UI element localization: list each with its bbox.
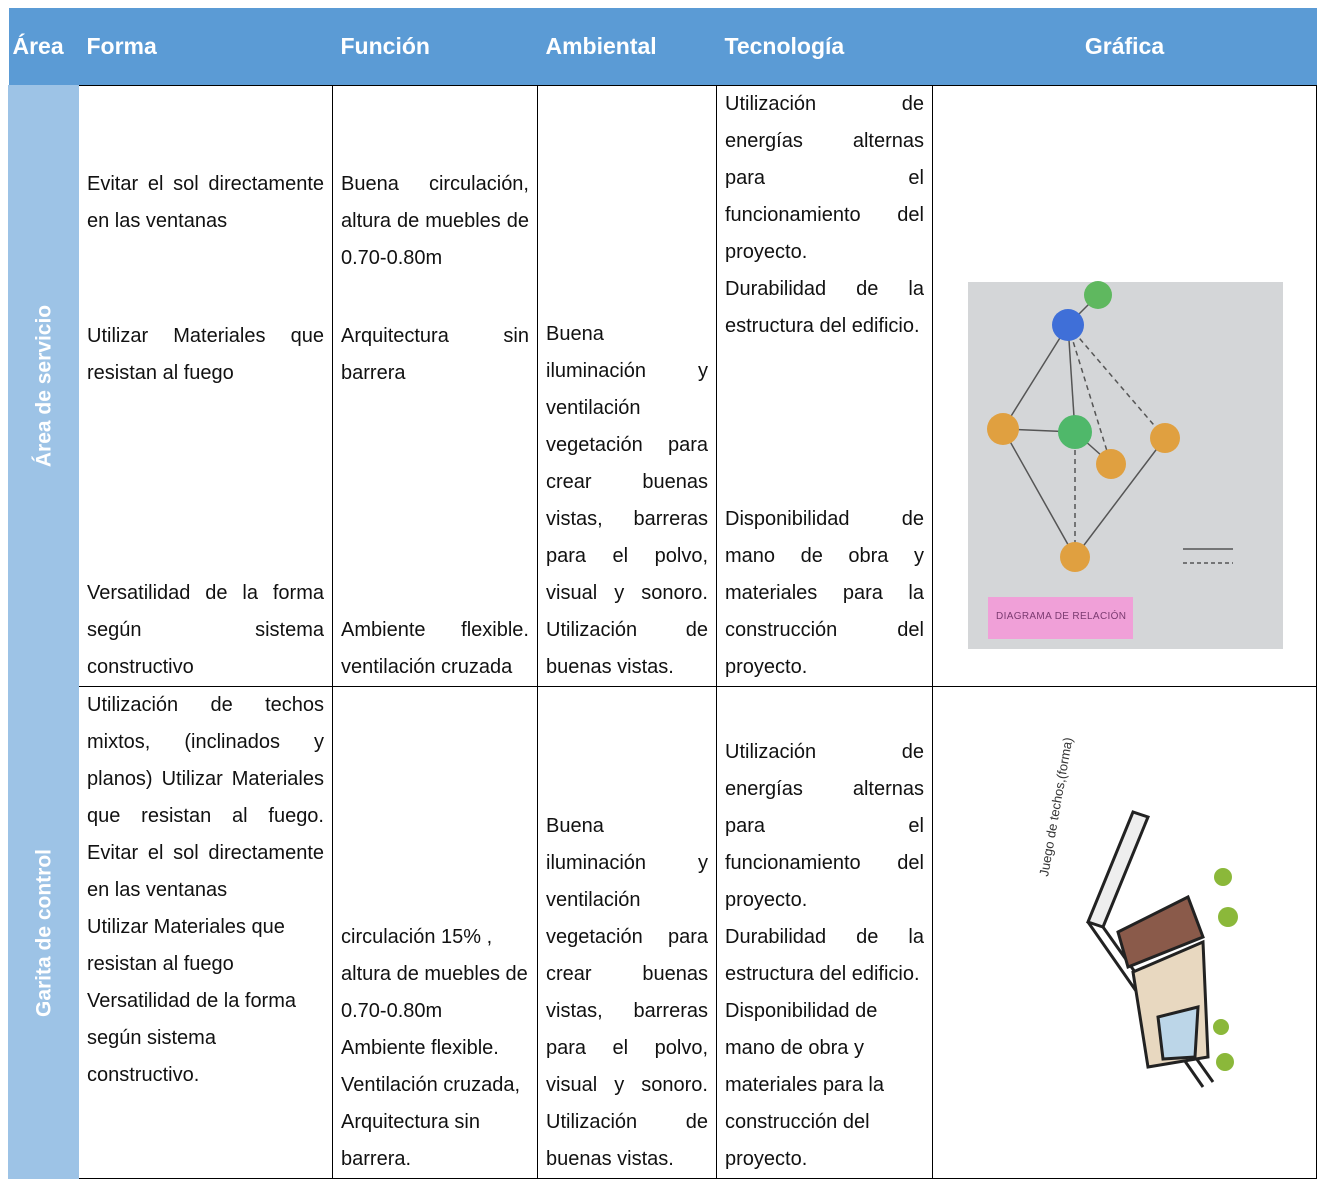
diagram-caption: DIAGRAMA DE RELACIÓN <box>996 609 1126 622</box>
cell: Buena iluminación y ventilación vegetaci… <box>537 85 717 687</box>
row: Garita de control Utilización de techos … <box>8 686 1317 1179</box>
text: Utilización de energías alternas para el… <box>725 741 924 911</box>
relation-diagram: DIAGRAMA DE RELACIÓN <box>968 280 1283 649</box>
area-cell: Área de servicio <box>8 85 79 687</box>
cell: Utilización de energías alternas para el… <box>716 686 933 1179</box>
cell: Evitar el sol directamente en las ventan… <box>78 85 333 687</box>
text: Durabilidad de la estructura del edifici… <box>725 278 924 337</box>
cell: Buena circulación, altura de muebles de … <box>332 85 538 687</box>
text: circulación 15% , altura de muebles de 0… <box>341 926 528 1022</box>
header-cell: Función <box>332 8 538 86</box>
cell: Utilización de energías alternas para el… <box>716 85 933 687</box>
header-row: Área Forma Función Ambiental Tecnología … <box>8 8 1317 86</box>
text: Utilización de energías alternas para el… <box>725 93 924 263</box>
graphic-cell: Juego de techos,(forma) <box>932 686 1317 1179</box>
table: Área Forma Función Ambiental Tecnología … <box>8 8 1317 1179</box>
text: Buena iluminación y ventilación vegetaci… <box>546 323 708 678</box>
graphic-cell: DIAGRAMA DE RELACIÓN <box>932 85 1317 687</box>
text: Disponibilidad de mano de obra y materia… <box>725 508 924 678</box>
header-cell: Gráfica <box>932 8 1317 86</box>
row: Área de servicio Evitar el sol directame… <box>8 85 1317 687</box>
text: Ambiente flexible. Ventilación cruzada, … <box>341 1037 521 1170</box>
area-label: Área de servicio <box>32 304 55 468</box>
header-cell: Forma <box>78 8 333 86</box>
cell: Utilización de techos mixtos, (inclinado… <box>78 686 333 1179</box>
text: Utilizar Materiales que resistan al fueg… <box>87 325 324 384</box>
sketch-caption: Juego de techos,(forma) <box>1036 736 1075 877</box>
text: Buena circulación, altura de muebles de … <box>341 173 529 269</box>
cell: circulación 15% , altura de muebles de 0… <box>332 686 538 1179</box>
header-cell: Tecnología <box>716 8 933 86</box>
text: Buena iluminación y ventilación vegetaci… <box>546 815 708 1170</box>
area-label: Garita de control <box>32 848 55 1017</box>
cell: Buena iluminación y ventilación vegetaci… <box>537 686 717 1179</box>
text: Ambiente flexible. ventilación cruzada <box>341 619 529 678</box>
text: Versatilidad de la forma según sistema c… <box>87 990 297 1086</box>
header-cell: Ambiental <box>537 8 717 86</box>
text: Evitar el sol directamente en las ventan… <box>87 173 324 232</box>
text: Versatilidad de la forma según sistema c… <box>87 582 324 678</box>
text: Disponibilidad de mano de obra y materia… <box>725 1000 884 1170</box>
area-cell: Garita de control <box>8 686 79 1179</box>
text: Utilización de techos mixtos, (inclinado… <box>87 694 324 901</box>
text: Arquitectura sin barrera <box>341 325 529 384</box>
text: Utilizar Materiales que resistan al fueg… <box>87 916 285 975</box>
roof-sketch: Juego de techos,(forma) <box>1036 736 1238 1088</box>
text: Durabilidad de la estructura del edifici… <box>725 926 924 985</box>
header-cell: Área <box>8 8 79 86</box>
